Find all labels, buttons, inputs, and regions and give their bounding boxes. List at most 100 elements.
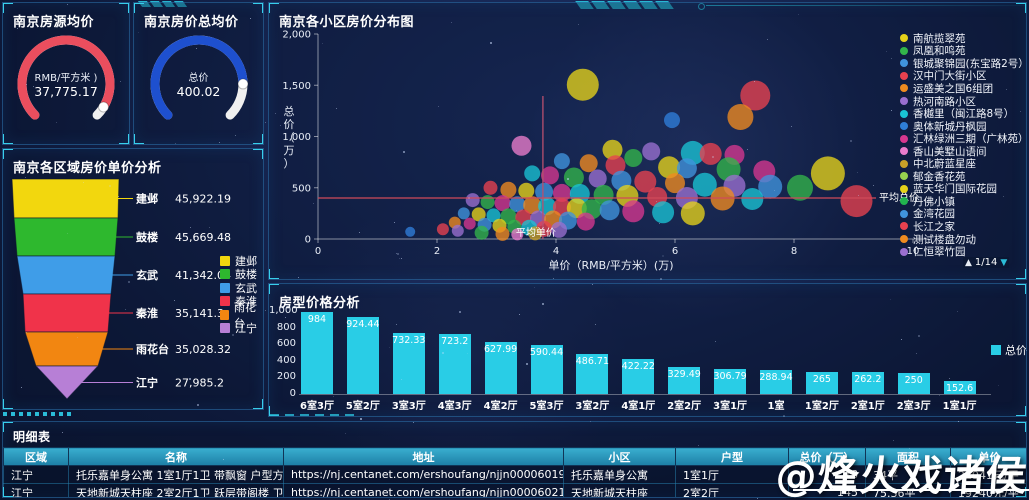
legend-dot	[900, 84, 908, 92]
legend-dot	[900, 235, 908, 243]
watermark-underline	[793, 489, 1029, 491]
table-header-区域: 区域	[4, 448, 69, 466]
legend-dot	[900, 197, 908, 205]
funnel-label-name: 江宁	[136, 376, 158, 390]
funnel-segment-鼓楼[interactable]	[14, 218, 118, 256]
avg-unit-price-markline-label: 平均单价	[516, 227, 556, 239]
panel-corner-decoration	[133, 2, 144, 13]
dashboard-root: 南京房源均价 RMB/平方米 ) 37,775.17 南京房价总均价 总价 40…	[0, 0, 1029, 500]
bar-legend-label: 总价（万）	[1005, 342, 1027, 358]
scatter-y-axis-name: 价	[284, 118, 295, 131]
bar-value-label: 152.6	[946, 383, 973, 394]
legend-page-down-icon[interactable]: ▼	[1000, 258, 1007, 268]
bottom-squares-decoration	[3, 412, 71, 416]
scatter-bubbles[interactable]	[405, 69, 872, 241]
panel-corner-decoration	[119, 2, 130, 13]
legend-dot	[900, 160, 908, 168]
bar-category-label: 1室2厅	[799, 397, 845, 412]
scatter-x-tick: 8	[791, 246, 797, 257]
star-decoration	[389, 499, 390, 500]
bar-category-label: 1室1厅	[937, 397, 983, 412]
bar-value-label: 306.79	[713, 371, 746, 382]
table-header-小区: 小区	[564, 448, 676, 466]
legend-dot	[900, 135, 908, 143]
legend-dot	[900, 122, 908, 130]
gauge-total-price-unit-label: 总价	[134, 69, 263, 84]
legend-label: 仁恒翠竹园	[913, 244, 966, 259]
panel-district-unit-price-funnel: 南京各区域房价单价分析 建邺 45,922.19 鼓楼 45,669.48 玄武 41,3…	[2, 148, 264, 410]
scatter-y-tick: 1,500	[282, 81, 311, 92]
star-decoration	[757, 498, 758, 499]
scatter-x-tick: 0	[315, 246, 321, 257]
bar-category-label: 3室2厅	[569, 397, 615, 412]
bar-category-label: 2室1厅	[845, 397, 891, 412]
bar-value-label: 250	[905, 375, 923, 386]
bar-value-label: 288.94	[759, 372, 792, 383]
table-cell: 江宁	[4, 466, 69, 484]
bar-value-label: 486.71	[576, 356, 609, 367]
bar-category-label: 5室2厅	[340, 397, 386, 412]
panel-corner-decoration	[2, 2, 13, 13]
legend-dot	[900, 47, 908, 55]
funnel-label-value: 27,985.2	[175, 377, 224, 390]
bar-category-label: 1室	[753, 397, 799, 412]
legend-page-up-icon[interactable]: ▲	[965, 258, 972, 268]
legend-dot	[900, 110, 908, 118]
panel-avg-unit-price-gauge: 南京房源均价 RMB/平方米 ) 37,775.17	[2, 2, 130, 145]
bar-y-tick: 400	[269, 355, 296, 366]
bar-value-label: 627.99	[484, 344, 517, 355]
legend-dot	[900, 72, 908, 80]
scatter-x-tick: 4	[553, 246, 559, 257]
bar-x-axis-line	[299, 394, 991, 395]
table-cell: 托乐嘉单身公寓 1室1厅1卫 带飘窗 户型方正	[69, 466, 284, 484]
panel-corner-decoration	[2, 421, 13, 432]
funnel-segment-秦淮[interactable]	[23, 294, 111, 332]
bar-value-label: 590.44	[530, 347, 563, 358]
funnel-segment-雨花台[interactable]	[25, 332, 108, 366]
bar-chart[interactable]: 0 200 400 600 800 1,000 984 6室3厅 924.44 5室2厅 732.3…	[269, 284, 1027, 417]
scatter-x-tick: 2	[434, 246, 440, 257]
panel-avg-total-price-gauge: 南京房价总均价 总价 400.02	[133, 2, 264, 145]
funnel-segment-玄武[interactable]	[17, 256, 115, 294]
funnel-label-value: 45,669.48	[175, 231, 231, 244]
gauge-unit-price-value: 37,775.17	[3, 84, 129, 99]
legend-label: 江宁	[235, 320, 257, 336]
bar-category-label: 3室1厅	[707, 397, 753, 412]
bar-y-tick: 200	[269, 371, 296, 382]
bar-legend-swatch	[991, 345, 1001, 355]
scatter-y-axis-name: 总	[284, 104, 295, 118]
funnel-segment-建邺[interactable]	[12, 179, 119, 218]
bar-y-tick: 800	[269, 322, 296, 333]
star-decoration	[265, 122, 266, 123]
legend-dot	[900, 172, 908, 180]
scatter-y-tick: 0	[305, 235, 311, 246]
table-cell: 天地新城天柱座 2室2厅1卫 跃层带阁楼 卫生间全明	[69, 484, 284, 499]
table-cell: 江宁	[4, 484, 69, 499]
gauge-unit-price-unit-label: RMB/平方米 )	[3, 69, 129, 84]
scatter-y-axis-name: （	[284, 131, 295, 144]
table-cell: https://nj.centanet.com/ershoufang/njjn0…	[284, 466, 564, 484]
funnel-label-name: 雨花台	[136, 342, 169, 356]
bar-y-tick: 1,000	[269, 305, 296, 316]
bar-y-tick: 600	[269, 338, 296, 349]
scatter-legend-pager: ▲ 1/14 ▼	[963, 257, 1009, 268]
scatter-y-tick: 500	[292, 183, 311, 194]
panel-community-price-scatter: 南京各小区房价分布图 0 2 4 6 8 10 0 500 1,000 1,500 2,000 总价（…	[268, 2, 1027, 280]
funnel-legend-item-江宁[interactable]: 江宁	[220, 322, 263, 335]
legend-dot	[900, 147, 908, 155]
table-title: 明细表	[13, 428, 51, 445]
funnel-label-value: 35,141.3	[175, 307, 224, 320]
legend-dot	[900, 97, 908, 105]
table-header-名称: 名称	[69, 448, 284, 466]
funnel-label-value: 35,028.32	[175, 343, 231, 356]
bar-value-label: 723.2	[441, 336, 468, 347]
table-header-户型: 户型	[676, 448, 789, 466]
bar-legend[interactable]: 总价（万）	[991, 342, 1027, 358]
scatter-legend-item[interactable]: 仁恒翠竹园	[900, 245, 1027, 258]
scatter-y-axis-name: ）	[284, 157, 295, 170]
bar-category-label: 5室3厅	[524, 397, 570, 412]
legend-dot	[900, 222, 908, 230]
gauge-total-price-value: 400.02	[134, 84, 263, 99]
funnel-label-name: 秦淮	[135, 306, 158, 320]
funnel-label-name: 鼓楼	[136, 230, 158, 244]
